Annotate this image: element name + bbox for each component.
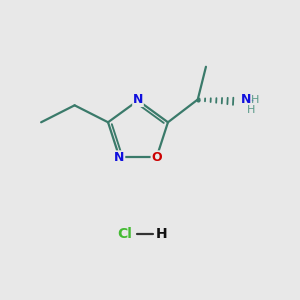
Text: H: H [247,106,255,116]
Text: H: H [251,95,259,105]
Text: N: N [133,93,143,106]
Text: N: N [241,93,251,106]
Text: Cl: Cl [117,227,132,241]
Text: H: H [156,227,167,241]
Text: N: N [114,151,125,164]
Text: O: O [151,151,162,164]
